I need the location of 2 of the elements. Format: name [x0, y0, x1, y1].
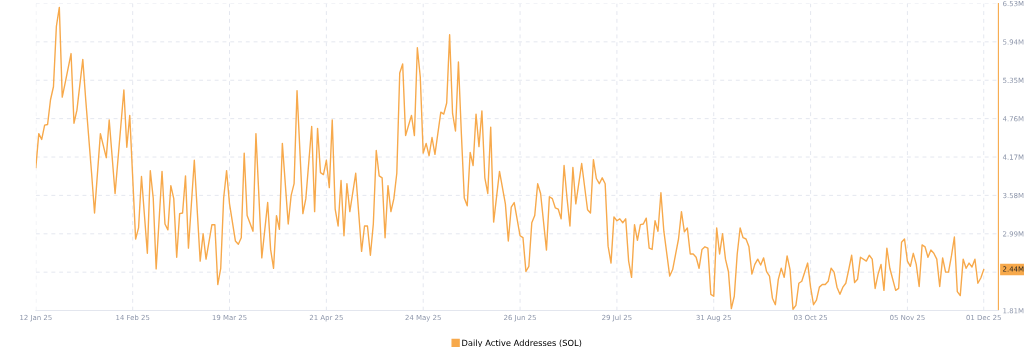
line-series — [35, 6, 985, 310]
legend-label: Daily Active Addresses (SOL) — [462, 339, 582, 347]
